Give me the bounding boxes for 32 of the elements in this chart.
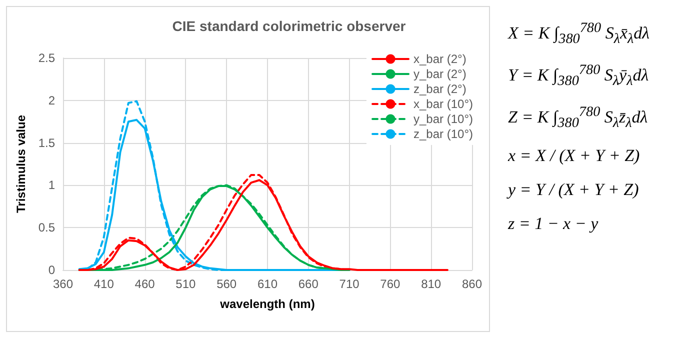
legend-label: z_bar (10°) [414, 127, 474, 141]
legend-label: y_bar (2°) [414, 67, 466, 81]
x-tick-label: 810 [421, 277, 442, 291]
x-tick-label: 860 [462, 277, 482, 291]
y-tick-label: 0 [48, 263, 56, 277]
x-tick-label: 360 [52, 277, 74, 291]
y-tick-label: 2.5 [38, 51, 56, 65]
y-tick-label: 0.5 [38, 220, 56, 235]
text: y = Y / (X + Y + Z) [508, 180, 640, 200]
legend-label: y_bar (10°) [414, 112, 474, 126]
x-tick-label: 610 [257, 277, 278, 291]
x-axis-title: wavelength (nm) [219, 297, 315, 311]
text: Z = K ∫$_{380}$$^{780}$ S$_{λ}$z̄$_{λ}$dλ [508, 104, 649, 132]
y-tick-label: 2 [48, 93, 56, 108]
text: Y = K ∫$_{380}$$^{780}$ S$_{λ}$ȳ$_{λ}$dλ [508, 62, 650, 90]
legend-label: x_bar (10°) [414, 97, 474, 111]
x-tick-label: 560 [216, 277, 237, 291]
legend-label: z_bar (2°) [414, 82, 466, 96]
chart-title: CIE standard colorimetric observer [172, 18, 406, 34]
text: x = X / (X + Y + Z) [508, 146, 641, 166]
y-axis-title: Tristimulus value [14, 114, 28, 214]
x-tick-label: 660 [298, 277, 319, 291]
x-tick-label: 710 [339, 277, 360, 291]
x-tick-label: 510 [176, 277, 196, 291]
x-tick-label: 460 [134, 277, 156, 291]
y-tick-label: 1.5 [38, 136, 56, 150]
text: z = 1 − x − y [508, 214, 600, 234]
x-tick-label: 410 [94, 277, 114, 291]
x-tick-label: 760 [380, 277, 401, 291]
y-tick-label: 1 [48, 178, 56, 192]
text: X = K ∫$_{380}$$^{780}$ S$_{λ}$x̄$_{λ}$dλ [508, 20, 651, 48]
legend-label: x_bar (2°) [414, 52, 466, 66]
